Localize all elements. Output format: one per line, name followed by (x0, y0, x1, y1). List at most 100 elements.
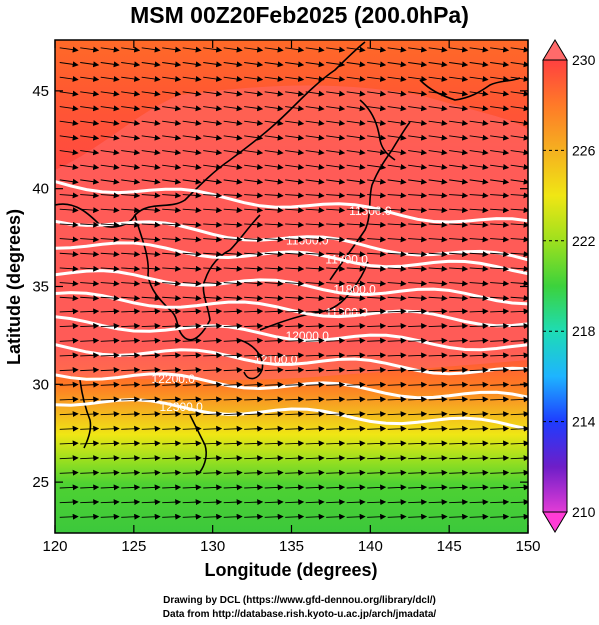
wind-arrow (469, 134, 489, 141)
wind-arrow (59, 323, 79, 330)
wind-arrow (244, 469, 264, 476)
wind-arrow (490, 323, 510, 330)
wind-arrow (121, 455, 141, 462)
wind-arrow (285, 280, 305, 287)
wind-arrow (285, 76, 305, 82)
wind-arrow (346, 440, 366, 447)
wind-arrow (244, 484, 264, 491)
wind-arrow (264, 76, 284, 82)
wind-arrow (490, 469, 510, 476)
wind-arrow (162, 120, 182, 126)
wind-arrow (326, 323, 346, 330)
wind-arrow (510, 105, 528, 112)
wind-arrow (428, 265, 448, 272)
wind-arrow (80, 469, 100, 476)
wind-arrow (490, 513, 510, 520)
wind-arrow (80, 221, 100, 228)
wind-arrow (326, 192, 346, 199)
wind-arrow (469, 469, 489, 476)
wind-arrow (182, 455, 202, 462)
wind-arrow (326, 367, 346, 374)
wind-arrow (121, 513, 141, 520)
wind-arrow (387, 149, 407, 156)
wind-arrow (449, 164, 469, 170)
wind-arrow (285, 46, 305, 53)
wind-arrow (387, 484, 407, 491)
wind-arrow (203, 134, 223, 141)
wind-arrow (59, 280, 79, 287)
wind-arrow (408, 337, 428, 344)
wind-arrow (100, 367, 120, 374)
colorbar-label: 230 (572, 52, 596, 68)
wind-arrow (162, 469, 182, 476)
wind-arrow (469, 120, 489, 126)
wind-arrow (264, 192, 284, 199)
wind-arrow (223, 178, 243, 185)
wind-arrow (121, 295, 141, 302)
wind-arrow (264, 455, 284, 462)
wind-arrow (449, 207, 469, 214)
wind-arrow (264, 251, 284, 258)
wind-arrow (121, 134, 141, 141)
wind-arrow (408, 367, 428, 374)
wind-arrow (408, 178, 428, 185)
wind-arrow (305, 484, 325, 491)
wind-arrow (223, 499, 243, 506)
wind-arrow (428, 295, 448, 302)
wind-arrow (326, 295, 346, 302)
wind-arrow (223, 425, 243, 432)
wind-arrow (182, 469, 202, 476)
wind-arrow (326, 411, 346, 418)
wind-arrow (428, 425, 448, 432)
wind-arrow (223, 396, 243, 403)
contour-line (55, 241, 528, 276)
wind-arrow (408, 251, 428, 258)
wind-arrow (59, 396, 79, 403)
wind-arrow (346, 484, 366, 491)
wind-arrow (510, 337, 528, 344)
wind-arrow (141, 105, 161, 112)
wind-arrow (387, 337, 407, 344)
wind-arrow (326, 236, 346, 243)
wind-arrow (203, 352, 223, 359)
wind-arrow (100, 337, 120, 344)
wind-arrow (162, 484, 182, 491)
wind-arrow (367, 411, 387, 418)
wind-arrow (469, 46, 489, 53)
wind-arrow (305, 105, 325, 112)
wind-arrow (100, 396, 120, 403)
wind-arrow (346, 90, 366, 97)
wind-arrow (203, 236, 223, 243)
wind-arrow (223, 149, 243, 156)
wind-arrow (346, 499, 366, 506)
wind-arrow (80, 120, 100, 126)
wind-arrow (59, 352, 79, 359)
wind-arrow (490, 61, 510, 68)
wind-arrow (428, 192, 448, 199)
wind-arrow (490, 164, 510, 170)
wind-arrow (326, 280, 346, 287)
wind-arrow (428, 499, 448, 506)
wind-arrow (490, 425, 510, 432)
wind-arrow (285, 381, 305, 388)
credits: Drawing by DCL (https://www.gfd-dennou.o… (0, 594, 599, 622)
wind-arrow (346, 455, 366, 462)
wind-arrow (121, 469, 141, 476)
wind-arrow (264, 295, 284, 302)
wind-arrow (264, 280, 284, 287)
wind-arrow (387, 251, 407, 258)
wind-arrow (121, 484, 141, 491)
wind-arrow (162, 178, 182, 185)
wind-arrow (80, 323, 100, 330)
wind-arrow (408, 46, 428, 53)
wind-arrow (264, 265, 284, 272)
wind-arrow (141, 411, 161, 418)
wind-arrow (59, 192, 79, 199)
wind-arrow (100, 207, 120, 214)
wind-arrow (162, 61, 182, 68)
wind-arrow (244, 46, 264, 53)
wind-arrow (285, 352, 305, 359)
wind-arrow (203, 90, 223, 97)
wind-arrow (80, 455, 100, 462)
wind-arrow (285, 90, 305, 97)
